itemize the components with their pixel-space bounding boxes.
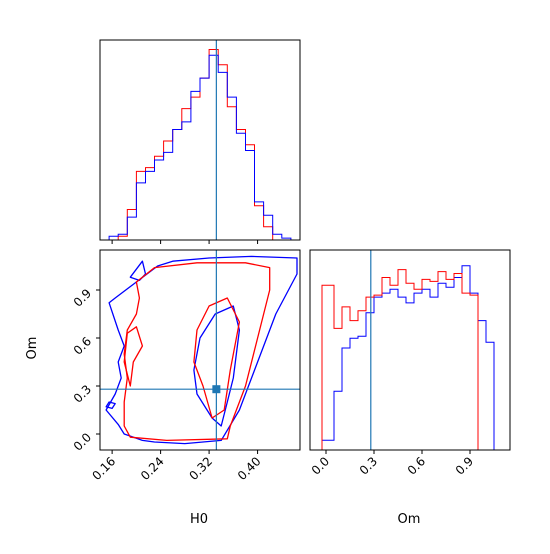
om-xtick-label-2: 0.6 (405, 454, 428, 477)
h0-marginal-histogram (100, 40, 300, 241)
om-histogram-blue (310, 265, 510, 451)
x-axis-label-h0: H0 (190, 512, 208, 527)
y-axis-label-om: Om (25, 337, 40, 360)
om-ytick-label-3: 0.9 (71, 286, 94, 309)
h0-histogram-blue (100, 54, 300, 241)
h0-tick-label-0: 0.16 (89, 454, 118, 483)
om-marginal-histogram (310, 250, 510, 451)
contour-red-1 (193, 297, 241, 419)
om-ytick-label-0: 0.0 (71, 430, 94, 453)
om-xtick-label-0: 0.0 (309, 454, 332, 477)
axes-layer: 0.16 0.24 0.32 0.40 0.0 0.3 0.6 0.9 0.0 0.3 0.6 0.9 (71, 39, 511, 483)
om-ytick-label-2: 0.6 (71, 334, 94, 357)
contour-blue-2 (105, 401, 116, 410)
h0-tick-label-1: 0.24 (138, 454, 167, 483)
h0-tick-label-3: 0.40 (235, 454, 264, 483)
h0-om-contour-panel (100, 250, 300, 450)
x-axis-label-om: Om (398, 512, 421, 527)
contour-blue-1 (193, 305, 241, 427)
contour-lines (105, 255, 298, 445)
contour-blue-0 (105, 255, 298, 445)
frame-h0-hist (99, 39, 301, 241)
truth-marker (212, 385, 221, 394)
om-xtick-label-3: 0.9 (453, 454, 476, 477)
om-ytick-label-1: 0.3 (71, 382, 94, 405)
h0-tick-label-2: 0.32 (186, 454, 215, 483)
om-xtick-label-1: 0.3 (357, 454, 380, 477)
frame-om-hist (309, 249, 511, 451)
contour-red-2 (123, 326, 144, 387)
om-histogram-red (310, 269, 510, 451)
frame-contour (99, 249, 301, 451)
